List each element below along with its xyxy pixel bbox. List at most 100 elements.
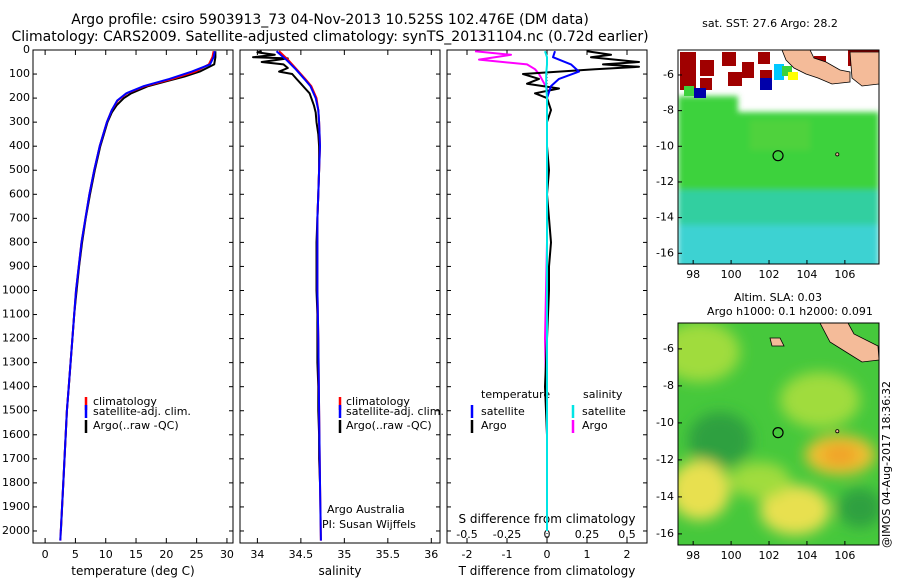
legend-t-argo: Argo [481, 419, 507, 432]
temperature-legend: climatology satellite-adj. clim. Argo(..… [84, 395, 191, 433]
map-y-tick-label: -12 [656, 453, 674, 466]
figure-title-line1: Argo profile: csiro 5903913_73 04-Nov-20… [71, 12, 589, 28]
map-x-tick-label: 106 [834, 268, 855, 281]
x-tick-label: 1 [584, 548, 591, 561]
salinity-panel: climatology satellite-adj. clim. Argo(..… [239, 49, 444, 578]
map-y-tick-label: -6 [663, 342, 674, 355]
s-diff-tick-label: -0.25 [493, 528, 521, 541]
x-tick-label: 10 [99, 548, 113, 561]
x-tick-label: 5 [72, 548, 79, 561]
map-y-tick-label: -8 [663, 379, 674, 392]
depth-tick-label: 100 [9, 67, 30, 80]
legend-salinity-title: salinity [583, 388, 623, 401]
x-tick-label: 35 [337, 548, 351, 561]
legend-argo: Argo(..raw -QC) [346, 419, 432, 432]
series-line-s-satellite [544, 50, 548, 531]
map-x-tick-label: 102 [759, 549, 780, 562]
temperature-xlabel: temperature (deg C) [71, 564, 194, 578]
depth-tick-label: 1100 [2, 308, 30, 321]
x-tick-label: 30 [220, 548, 234, 561]
sla-subtitle: Argo h1000: 0.1 h2000: 0.091 [707, 305, 873, 318]
salinity-xlabel: salinity [318, 564, 361, 578]
depth-tick-label: 1900 [2, 500, 30, 513]
series-line-satellite-adj-clim- [275, 50, 322, 541]
salinity-legend: climatology satellite-adj. clim. Argo(..… [338, 395, 444, 433]
imos-timestamp: @IMOS 04-Aug-2017 18:36:32 [880, 381, 893, 548]
depth-tick-label: 0 [23, 43, 30, 56]
depth-tick-label: 1600 [2, 428, 30, 441]
sst-land-and-cloud [680, 50, 879, 98]
sst-map-frame [677, 49, 880, 265]
map-y-tick-label: -6 [663, 68, 674, 81]
x-tick-label: 20 [159, 548, 173, 561]
legend-t-satellite: satellite [481, 405, 525, 418]
credit-argo-australia: Argo Australia [327, 503, 405, 516]
legend-climatology: climatology [346, 395, 410, 408]
x-tick-label: 15 [129, 548, 143, 561]
christmas-island-marker [835, 152, 840, 157]
map-y-tick-label: -16 [656, 527, 674, 540]
argo-float-marker [772, 150, 784, 162]
legend-satellite-adj: satellite-adj. clim. [93, 405, 191, 418]
depth-tick-label: 600 [9, 187, 30, 200]
x-tick-label: 0 [42, 548, 49, 561]
depth-tick-label: 500 [9, 163, 30, 176]
x-tick-label: 25 [190, 548, 204, 561]
map-x-tick-label: 98 [686, 549, 700, 562]
map-x-tick-label: 100 [721, 268, 742, 281]
legend-satellite-adj: satellite-adj. clim. [346, 405, 444, 418]
s-diff-tick-label: 0.5 [618, 528, 636, 541]
x-tick-label: -1 [502, 548, 513, 561]
map-x-tick-label: 98 [686, 268, 700, 281]
map-y-tick-label: -16 [656, 246, 674, 259]
map-y-tick-label: -10 [656, 416, 674, 429]
s-diff-tick-label: 0.25 [575, 528, 600, 541]
map-y-tick-label: -14 [656, 211, 674, 224]
depth-tick-label: 300 [9, 115, 30, 128]
depth-tick-label: 1500 [2, 404, 30, 417]
legend-s-argo: Argo [582, 419, 608, 432]
depth-tick-label: 1700 [2, 452, 30, 465]
figure-title-line2: Climatology: CARS2009. Satellite-adjuste… [11, 29, 649, 45]
series-line-t-argo [522, 50, 640, 531]
depth-tick-label: 1300 [2, 356, 30, 369]
x-tick-label: 36 [424, 548, 438, 561]
s-diff-tick-label: -0.5 [456, 528, 477, 541]
map-x-tick-label: 100 [721, 549, 742, 562]
difference-legend: temperature salinity satellite Argo sate… [470, 388, 626, 433]
x-tick-label: 0 [544, 548, 551, 561]
t-diff-xlabel: T difference from climatology [458, 564, 636, 578]
x-tick-label: -2 [462, 548, 473, 561]
series-line-t-satellite [546, 50, 580, 531]
depth-tick-label: 2000 [2, 524, 30, 537]
temperature-frame [32, 49, 234, 544]
map-x-tick-label: 102 [759, 268, 780, 281]
s-diff-tick-label: 0 [544, 528, 551, 541]
series-line-climatology [278, 50, 322, 541]
legend-climatology: climatology [93, 395, 157, 408]
series-line-argo-raw-qc- [252, 50, 321, 483]
x-tick-label: 34 [250, 548, 264, 561]
map-x-tick-label: 104 [796, 549, 817, 562]
sst-map-panel: sat. SST: 27.6 Argo: 28.2 [677, 17, 880, 265]
legend-argo: Argo(..raw -QC) [93, 419, 179, 432]
depth-tick-label: 900 [9, 259, 30, 272]
sla-title: Altim. SLA: 0.03 [734, 291, 822, 304]
map-y-tick-label: -12 [656, 175, 674, 188]
temperature-panel: climatology satellite-adj. clim. Argo(..… [32, 49, 234, 578]
sla-map-panel: Altim. SLA: 0.03 Argo h1000: 0.1 h2000: … [677, 291, 880, 546]
x-tick-label: 34.5 [289, 548, 314, 561]
series-line-climatology [59, 51, 215, 541]
depth-tick-label: 400 [9, 139, 30, 152]
series-line-s-argo [474, 50, 548, 531]
legend-temperature-title: temperature [481, 388, 550, 401]
depth-tick-label: 1000 [2, 283, 30, 296]
sla-map-frame [677, 322, 880, 546]
map-y-tick-label: -8 [663, 104, 674, 117]
map-x-tick-label: 106 [834, 549, 855, 562]
map-y-tick-label: -10 [656, 139, 674, 152]
depth-tick-label: 200 [9, 91, 30, 104]
depth-tick-label: 800 [9, 235, 30, 248]
christmas-island-marker [835, 429, 840, 434]
